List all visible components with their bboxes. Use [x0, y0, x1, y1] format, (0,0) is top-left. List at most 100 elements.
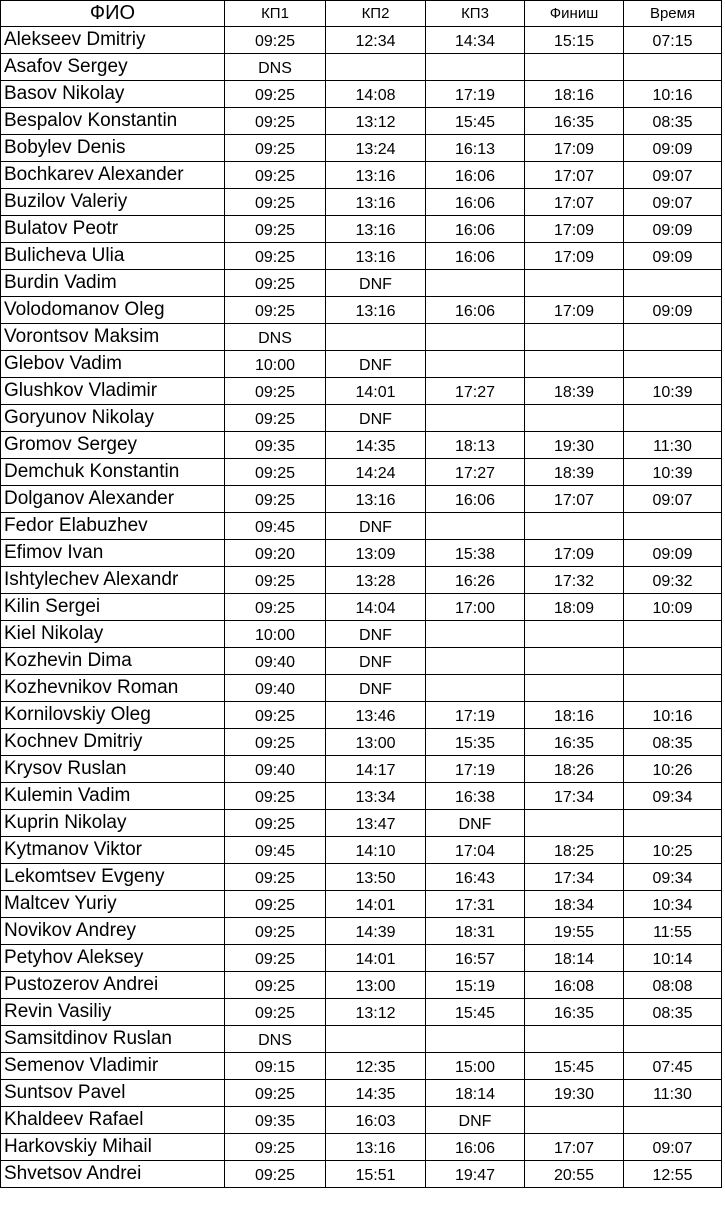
- time-cell: [623, 323, 722, 351]
- cp2-cell: [325, 323, 426, 351]
- cp1-cell: 09:35: [224, 431, 326, 459]
- participant-name-cell: Buzilov Valeriy: [0, 188, 225, 216]
- time-cell: 09:09: [623, 134, 722, 162]
- time-cell: 09:07: [623, 161, 722, 189]
- finish-cell: [524, 404, 624, 432]
- cp2-cell: 13:12: [325, 107, 426, 135]
- cp1-cell: 09:25: [224, 1079, 326, 1107]
- cp2-cell: DNF: [325, 512, 426, 540]
- cp1-cell: 09:25: [224, 404, 326, 432]
- participant-name-cell: Kytmanov Viktor: [0, 836, 225, 864]
- cp1-cell: 09:25: [224, 296, 326, 324]
- participant-name-cell: Asafov Sergey: [0, 53, 225, 81]
- time-cell: 09:07: [623, 188, 722, 216]
- table-row: Kozhevin Dima 09:40 DNF: [0, 647, 722, 675]
- participant-name-cell: Lekomtsev Evgeny: [0, 863, 225, 891]
- cp2-cell: 13:16: [325, 296, 426, 324]
- cp1-cell: 09:35: [224, 1106, 326, 1134]
- table-row: Glushkov Vladimir 09:25 14:01 17:27 18:39 10:…: [0, 377, 722, 405]
- time-cell: 10:16: [623, 80, 722, 108]
- cp2-cell: DNF: [325, 404, 426, 432]
- finish-cell: [524, 350, 624, 378]
- cp3-cell: 15:38: [425, 539, 525, 567]
- finish-cell: 18:16: [524, 80, 624, 108]
- cp1-cell: 09:25: [224, 917, 326, 945]
- cp3-cell: DNF: [425, 1106, 525, 1134]
- time-cell: 09:09: [623, 296, 722, 324]
- header-name: ФИО: [0, 0, 225, 27]
- participant-name-cell: Gromov Sergey: [0, 431, 225, 459]
- finish-cell: [524, 512, 624, 540]
- cp1-cell: 09:25: [224, 1160, 326, 1188]
- cp1-cell: 09:25: [224, 944, 326, 972]
- cp1-cell: 09:25: [224, 188, 326, 216]
- cp2-cell: 13:16: [325, 215, 426, 243]
- cp2-cell: DNF: [325, 620, 426, 648]
- cp1-cell: 09:25: [224, 134, 326, 162]
- table-row: Alekseev Dmitriy 09:25 12:34 14:34 15:15 07:1…: [0, 26, 722, 54]
- table-row: Samsitdinov Ruslan DNS: [0, 1025, 722, 1053]
- cp1-cell: 09:40: [224, 755, 326, 783]
- participant-name-cell: Kiel Nikolay: [0, 620, 225, 648]
- table-row: Kiel Nikolay 10:00 DNF: [0, 620, 722, 648]
- table-row: Kulemin Vadim 09:25 13:34 16:38 17:34 09:34: [0, 782, 722, 810]
- cp2-cell: 14:24: [325, 458, 426, 486]
- cp1-cell: DNS: [224, 323, 326, 351]
- time-cell: 11:30: [623, 431, 722, 459]
- participant-name-cell: Harkovskiy Mihail: [0, 1133, 225, 1161]
- cp2-cell: 13:00: [325, 728, 426, 756]
- header-cp3: КП3: [425, 0, 525, 27]
- finish-cell: 20:55: [524, 1160, 624, 1188]
- finish-cell: 19:30: [524, 1079, 624, 1107]
- cp3-cell: [425, 674, 525, 702]
- table-row: Bulicheva Ulia 09:25 13:16 16:06 17:09 09:09: [0, 242, 722, 270]
- table-row: Buzilov Valeriy 09:25 13:16 16:06 17:07 09:07: [0, 188, 722, 216]
- time-cell: 09:07: [623, 1133, 722, 1161]
- finish-cell: [524, 1025, 624, 1053]
- cp3-cell: 16:06: [425, 1133, 525, 1161]
- cp1-cell: 09:25: [224, 809, 326, 837]
- time-cell: [623, 269, 722, 297]
- finish-cell: [524, 620, 624, 648]
- results-body: Alekseev Dmitriy 09:25 12:34 14:34 15:15 07:1…: [0, 26, 722, 1188]
- cp1-cell: 09:45: [224, 512, 326, 540]
- time-cell: 08:08: [623, 971, 722, 999]
- participant-name-cell: Volodomanov Oleg: [0, 296, 225, 324]
- cp3-cell: 18:13: [425, 431, 525, 459]
- cp3-cell: 16:06: [425, 161, 525, 189]
- finish-cell: [524, 809, 624, 837]
- participant-name-cell: Suntsov Pavel: [0, 1079, 225, 1107]
- cp2-cell: DNF: [325, 350, 426, 378]
- cp1-cell: 09:25: [224, 728, 326, 756]
- participant-name-cell: Krysov Ruslan: [0, 755, 225, 783]
- cp2-cell: 14:35: [325, 431, 426, 459]
- time-cell: [623, 620, 722, 648]
- time-cell: [623, 512, 722, 540]
- time-cell: 09:09: [623, 539, 722, 567]
- table-row: Glebov Vadim 10:00 DNF: [0, 350, 722, 378]
- cp3-cell: 16:06: [425, 242, 525, 270]
- cp2-cell: DNF: [325, 674, 426, 702]
- time-cell: 12:55: [623, 1160, 722, 1188]
- finish-cell: 17:07: [524, 188, 624, 216]
- time-cell: 10:26: [623, 755, 722, 783]
- finish-cell: 17:07: [524, 1133, 624, 1161]
- time-cell: 09:32: [623, 566, 722, 594]
- time-cell: 09:07: [623, 485, 722, 513]
- cp2-cell: 14:04: [325, 593, 426, 621]
- finish-cell: 18:34: [524, 890, 624, 918]
- cp2-cell: 13:09: [325, 539, 426, 567]
- finish-cell: 17:09: [524, 134, 624, 162]
- cp2-cell: 12:34: [325, 26, 426, 54]
- finish-cell: 16:35: [524, 107, 624, 135]
- cp3-cell: 17:27: [425, 377, 525, 405]
- cp2-cell: 15:51: [325, 1160, 426, 1188]
- table-row: Kochnev Dmitriy 09:25 13:00 15:35 16:35 08:35: [0, 728, 722, 756]
- cp2-cell: 13:34: [325, 782, 426, 810]
- participant-name-cell: Efimov Ivan: [0, 539, 225, 567]
- table-row: Pustozerov Andrei 09:25 13:00 15:19 16:08 08:…: [0, 971, 722, 999]
- table-row: Kuprin Nikolay 09:25 13:47 DNF: [0, 809, 722, 837]
- finish-cell: 18:14: [524, 944, 624, 972]
- time-cell: 09:34: [623, 863, 722, 891]
- cp1-cell: 09:25: [224, 863, 326, 891]
